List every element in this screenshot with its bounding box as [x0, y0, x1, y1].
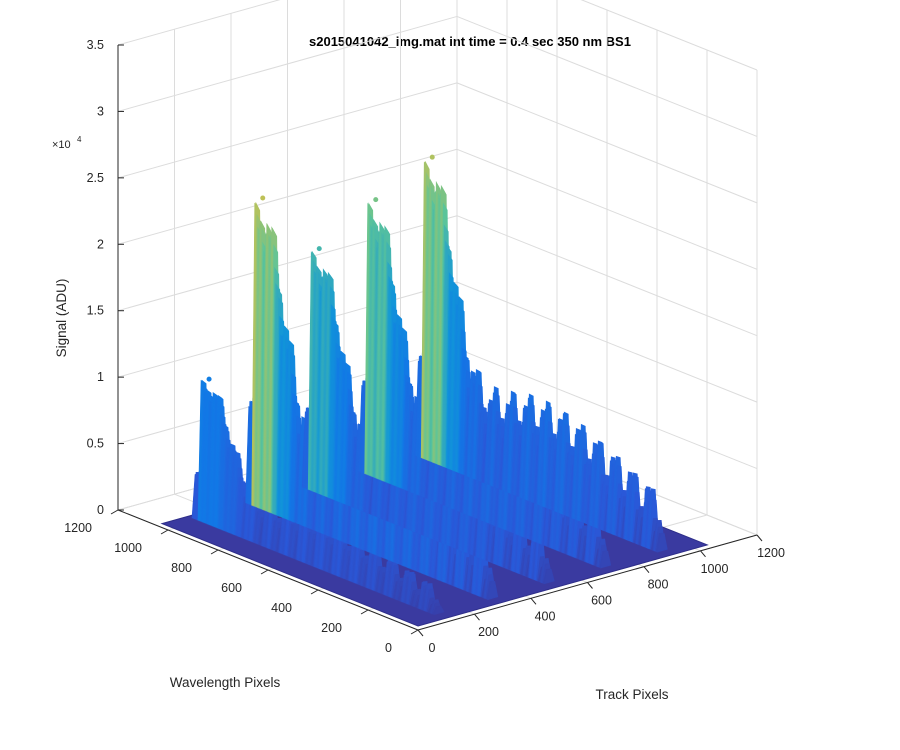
y-tick-mark [260, 569, 269, 575]
x-tick-mark [700, 550, 706, 558]
y-tick-label: 800 [171, 561, 192, 575]
z-tick-label: 1.5 [87, 304, 104, 318]
z-tick-label: 3 [97, 104, 104, 118]
grid-line [117, 82, 458, 179]
ridge-slice [543, 568, 555, 585]
grid-line [456, 348, 758, 470]
z-tick-label: 1 [97, 370, 104, 384]
x-tick-mark [643, 566, 650, 573]
grid-line [456, 148, 758, 270]
grid-line [456, 281, 758, 403]
grid-line [117, 15, 458, 112]
y-tick-mark [160, 529, 169, 535]
x-tick-mark [587, 582, 593, 589]
track-ridge [414, 154, 668, 553]
tick-labels: 0200400600800100012000200400600800100012… [64, 38, 785, 655]
z-tick-label: 2 [97, 237, 104, 251]
x-tick-label: 1200 [757, 546, 785, 560]
z-exponent-base: ×10 [52, 139, 71, 151]
x-tick-label: 1000 [701, 562, 729, 576]
y-tick-mark [210, 549, 219, 555]
y-tick-mark [110, 509, 119, 515]
grid-line [456, 15, 758, 137]
z-exponent-power: 4 [77, 135, 82, 144]
ridge-peak [429, 154, 435, 160]
y-axis-label: Wavelength Pixels [170, 675, 281, 690]
y-tick-mark [410, 629, 419, 635]
x-tick-mark [474, 613, 480, 621]
grid-line [456, 215, 758, 337]
ridge-peak [260, 195, 266, 201]
z-axis-label: Signal (ADU) [54, 279, 69, 358]
y-tick-label: 400 [271, 601, 292, 615]
grid-line [117, 215, 458, 312]
z-tick-label: 2.5 [87, 171, 104, 185]
x-axis-label: Track Pixels [595, 687, 668, 702]
y-tick-label: 200 [321, 621, 342, 635]
chart-title: s2015041042_img.mat int time = 0.4 sec 3… [309, 34, 631, 49]
x-tick-mark [530, 598, 537, 605]
grid-line [117, 148, 458, 245]
x-tick-mark [417, 629, 424, 637]
grid-line [117, 0, 281, 46]
ridge-peak [373, 197, 379, 203]
x-tick-label: 600 [591, 594, 612, 608]
y-tick-mark [310, 589, 319, 595]
x-tick-label: 0 [429, 641, 436, 655]
x-tick-mark [756, 534, 763, 542]
ridge-slice [487, 581, 499, 601]
z-tick-label: 3.5 [87, 38, 104, 52]
y-tick-label: 0 [385, 641, 392, 655]
z-tick-label: 0.5 [87, 437, 104, 451]
ridge-slice [433, 606, 445, 616]
x-tick-label: 200 [478, 625, 499, 639]
track-ridges [191, 154, 668, 616]
y-tick-label: 1000 [114, 541, 142, 555]
ridge-peak [316, 246, 322, 252]
z-tick-label: 0 [97, 503, 104, 517]
ridge-slice [600, 550, 612, 569]
grid-line [580, 0, 758, 71]
ridge-slice [656, 533, 668, 553]
ridge-peak [206, 376, 212, 382]
z-exponent: ×10 4 [52, 135, 82, 151]
y-tick-mark [360, 609, 369, 615]
y-tick-label: 600 [221, 581, 242, 595]
grid-line [456, 82, 758, 204]
x-tick-label: 400 [535, 609, 556, 623]
y-tick-label: 1200 [64, 521, 92, 535]
x-tick-label: 800 [648, 578, 669, 592]
